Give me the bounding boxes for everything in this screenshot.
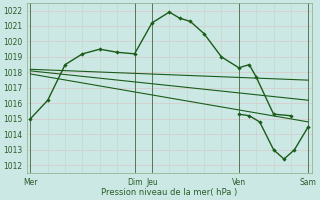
X-axis label: Pression niveau de la mer( hPa ): Pression niveau de la mer( hPa ) bbox=[101, 188, 237, 197]
